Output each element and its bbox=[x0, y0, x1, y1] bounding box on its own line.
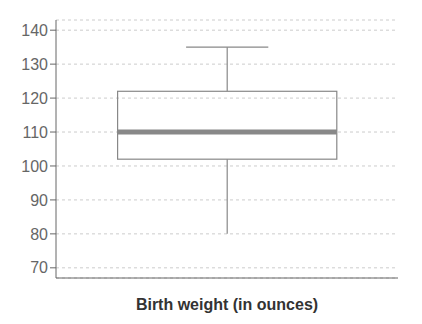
svg-text:110: 110 bbox=[22, 124, 48, 141]
svg-text:130: 130 bbox=[21, 56, 48, 73]
svg-text:Birth weight (in ounces): Birth weight (in ounces) bbox=[136, 296, 318, 313]
svg-text:80: 80 bbox=[30, 226, 48, 243]
svg-text:140: 140 bbox=[21, 22, 48, 39]
svg-text:70: 70 bbox=[30, 259, 48, 276]
svg-text:100: 100 bbox=[21, 158, 48, 175]
svg-text:90: 90 bbox=[30, 192, 48, 209]
svg-text:120: 120 bbox=[21, 90, 48, 107]
